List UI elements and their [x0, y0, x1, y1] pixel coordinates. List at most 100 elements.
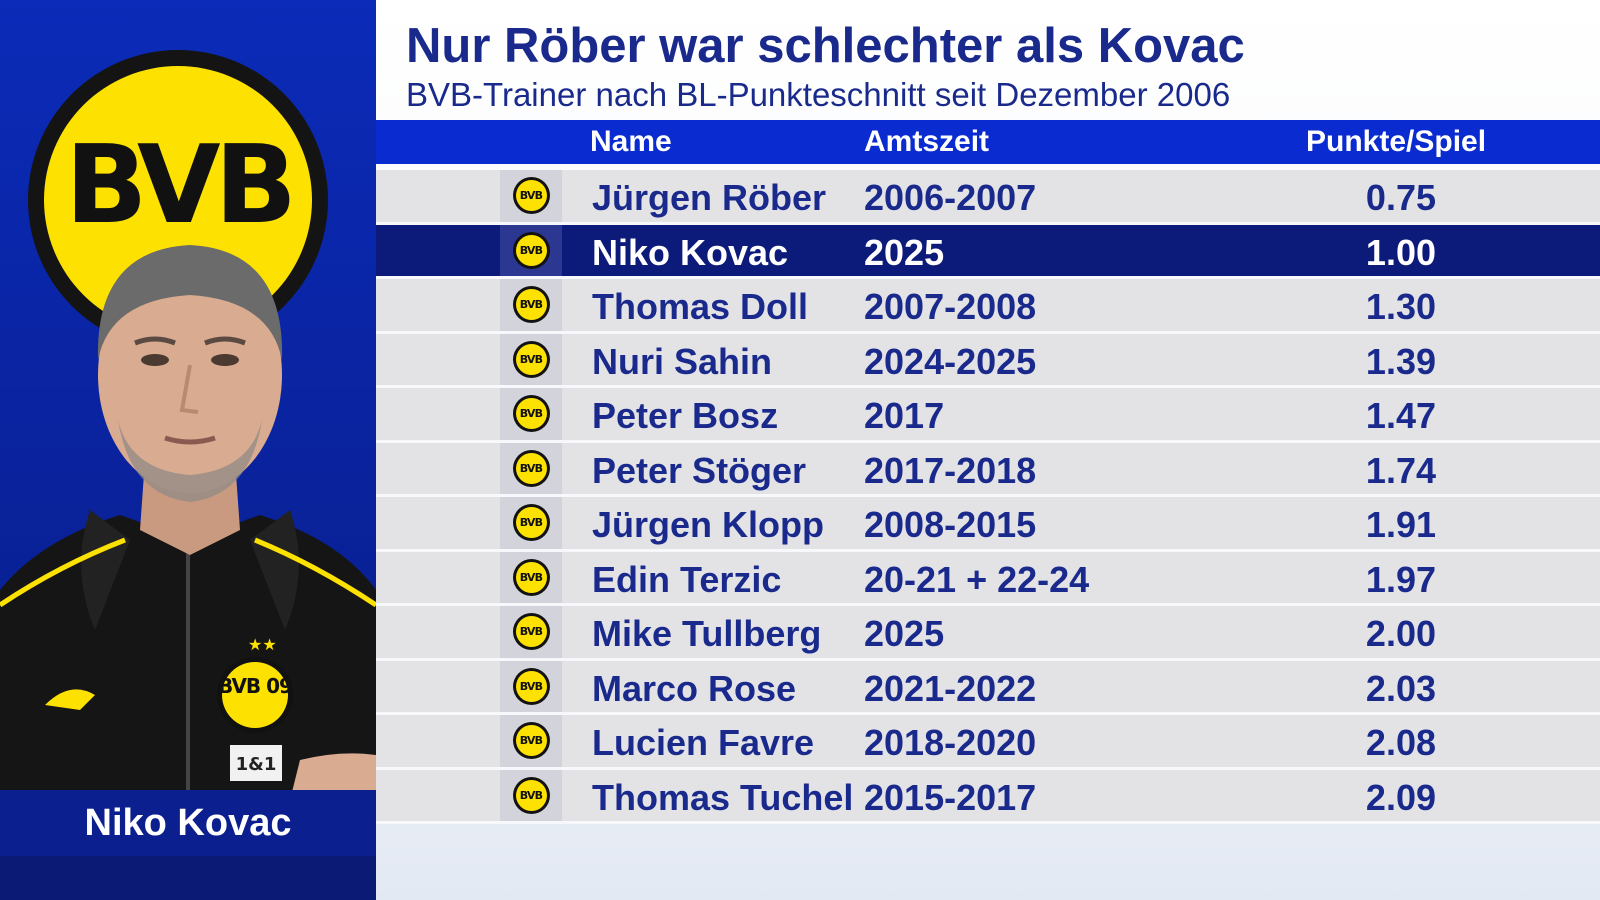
- bvb-crest-icon: BVB: [512, 722, 550, 760]
- svg-text:★★: ★★: [248, 635, 277, 654]
- coach-tenure: 2015-2017: [864, 776, 1037, 818]
- column-header-amtszeit: Amtszeit: [864, 125, 990, 158]
- caption-footer-bar: [0, 856, 376, 900]
- table-row: BVB Thomas Tuchel 2015-2017 2.09: [376, 769, 1600, 824]
- page-subtitle: BVB-Trainer nach BL-Punkteschnitt seit D…: [406, 76, 1231, 113]
- row-logo-cell: BVB: [500, 442, 562, 494]
- ranking-panel: Nur Röber war schlechter als Kovac BVB-T…: [376, 0, 1600, 900]
- coach-tenure: 2021-2022: [864, 667, 1037, 709]
- column-header-punkte: Punkte/Spiel: [1306, 125, 1487, 158]
- coach-photo-panel: BVB BVB 09 ★★: [0, 0, 376, 900]
- coach-name: Mike Tullberg: [592, 613, 822, 654]
- bvb-crest-icon: BVB: [512, 340, 550, 378]
- bvb-crest-icon: BVB: [512, 177, 550, 215]
- coach-name: Lucien Favre: [592, 722, 815, 763]
- coach-name-caption: Niko Kovac: [0, 790, 376, 856]
- points-per-game: 0.75: [1365, 177, 1436, 218]
- table-row: BVB Peter Bosz 2017 1.47: [376, 388, 1600, 443]
- sponsor-text: 1&1: [236, 754, 277, 775]
- table-row: BVB Mike Tullberg 2025 2.00: [376, 606, 1600, 661]
- points-per-game: 2.00: [1365, 613, 1436, 654]
- bvb-crest-icon: BVB: [512, 776, 550, 814]
- row-logo-cell: BVB: [500, 551, 562, 603]
- coach-name: Peter Bosz: [592, 395, 779, 436]
- row-logo-cell: BVB: [500, 170, 562, 222]
- table-row: BVB Nuri Sahin 2024-2025 1.39: [376, 333, 1600, 388]
- crest-mini-text: BVB: [515, 561, 547, 593]
- table-row: BVB Lucien Favre 2018-2020 2.08: [376, 715, 1600, 770]
- row-logo-cell: BVB: [500, 606, 562, 658]
- crest-mini-text: BVB: [515, 725, 547, 757]
- crest-mini-text: BVB: [515, 452, 547, 484]
- bvb-crest-large-icon: BVB: [28, 50, 328, 350]
- coach-tenure: 2017: [864, 395, 945, 436]
- points-per-game: 2.09: [1365, 776, 1436, 818]
- coach-tenure: 2007-2008: [864, 286, 1037, 327]
- points-per-game: 1.74: [1365, 449, 1436, 491]
- bvb-crest-icon: BVB: [512, 667, 550, 705]
- column-header-name: Name: [590, 125, 672, 158]
- table-row: BVB Niko Kovac 2025 1.00: [376, 224, 1600, 279]
- crest-mini-text: BVB: [515, 234, 547, 266]
- crest-mini-text: BVB: [515, 779, 547, 811]
- row-logo-cell: BVB: [500, 769, 562, 821]
- coach-name: Peter Stöger: [592, 449, 807, 491]
- crest-mini-text: BVB: [515, 670, 547, 702]
- row-logo-cell: BVB: [500, 333, 562, 385]
- bvb-crest-icon: BVB: [512, 449, 550, 487]
- bvb-crest-icon: BVB: [512, 504, 550, 542]
- bvb-crest-icon: BVB: [512, 613, 550, 651]
- points-per-game: 2.03: [1365, 667, 1436, 709]
- bvb-crest-icon: BVB: [512, 395, 550, 433]
- row-logo-cell: BVB: [500, 660, 562, 712]
- coach-name: Nuri Sahin: [592, 340, 773, 382]
- bvb-crest-icon: BVB: [512, 286, 550, 324]
- table-row: BVB Jürgen Röber 2006-2007 0.75: [376, 170, 1600, 225]
- row-logo-cell: BVB: [500, 715, 562, 767]
- crest-mini-text: BVB: [515, 343, 547, 375]
- coach-name: Thomas Tuchel: [592, 776, 854, 818]
- coach-name: Marco Rose: [592, 667, 797, 709]
- coach-table: BVB Jürgen Röber 2006-2007 0.75 BVB Niko Kova…: [376, 170, 1600, 824]
- crest-text: BVB: [65, 122, 297, 248]
- points-per-game: 1.97: [1365, 558, 1436, 600]
- table-row: BVB Thomas Doll 2007-2008 1.30: [376, 279, 1600, 334]
- bvb-crest-icon: BVB: [512, 558, 550, 596]
- coach-tenure: 2025: [864, 231, 945, 273]
- coach-name: Jürgen Röber: [592, 177, 827, 218]
- table-row: BVB Edin Terzic 20-21 + 22-24 1.97: [376, 551, 1600, 606]
- points-per-game: 1.30: [1365, 286, 1436, 327]
- coach-tenure: 2024-2025: [864, 340, 1037, 382]
- coach-name: Thomas Doll: [592, 286, 809, 327]
- row-logo-cell: BVB: [500, 279, 562, 331]
- row-logo-cell: BVB: [500, 224, 562, 276]
- table-row: BVB Jürgen Klopp 2008-2015 1.91: [376, 497, 1600, 552]
- table-header: Name Amtszeit Punkte/Spiel: [376, 120, 1600, 164]
- crest-mini-text: BVB: [515, 180, 547, 212]
- coach-tenure: 2006-2007: [864, 177, 1037, 218]
- coach-tenure: 20-21 + 22-24: [864, 558, 1090, 600]
- points-per-game: 1.39: [1365, 340, 1436, 382]
- coach-tenure: 2017-2018: [864, 449, 1037, 491]
- table-row: BVB Peter Stöger 2017-2018 1.74: [376, 442, 1600, 497]
- coach-name: Jürgen Klopp: [592, 504, 824, 545]
- points-per-game: 1.47: [1365, 395, 1436, 436]
- crest-mini-text: BVB: [515, 507, 547, 539]
- coach-name: Niko Kovac: [592, 231, 789, 273]
- points-per-game: 2.08: [1365, 722, 1436, 763]
- crest-mini-text: BVB: [515, 289, 547, 321]
- bvb-crest-icon: BVB: [512, 231, 550, 269]
- coach-tenure: 2018-2020: [864, 722, 1037, 763]
- coach-tenure: 2008-2015: [864, 504, 1037, 545]
- row-logo-cell: BVB: [500, 388, 562, 440]
- coach-tenure: 2025: [864, 613, 945, 654]
- row-logo-cell: BVB: [500, 497, 562, 549]
- points-per-game: 1.00: [1365, 231, 1436, 273]
- points-per-game: 1.91: [1365, 504, 1436, 545]
- table-row: BVB Marco Rose 2021-2022 2.03: [376, 660, 1600, 715]
- crest-mini-text: BVB: [515, 398, 547, 430]
- coach-portrait: BVB 09 ★★ 1&1: [0, 245, 376, 800]
- shirt-badge-text: BVB 09: [218, 674, 292, 698]
- page-title: Nur Röber war schlechter als Kovac: [406, 19, 1245, 73]
- crest-mini-text: BVB: [515, 616, 547, 648]
